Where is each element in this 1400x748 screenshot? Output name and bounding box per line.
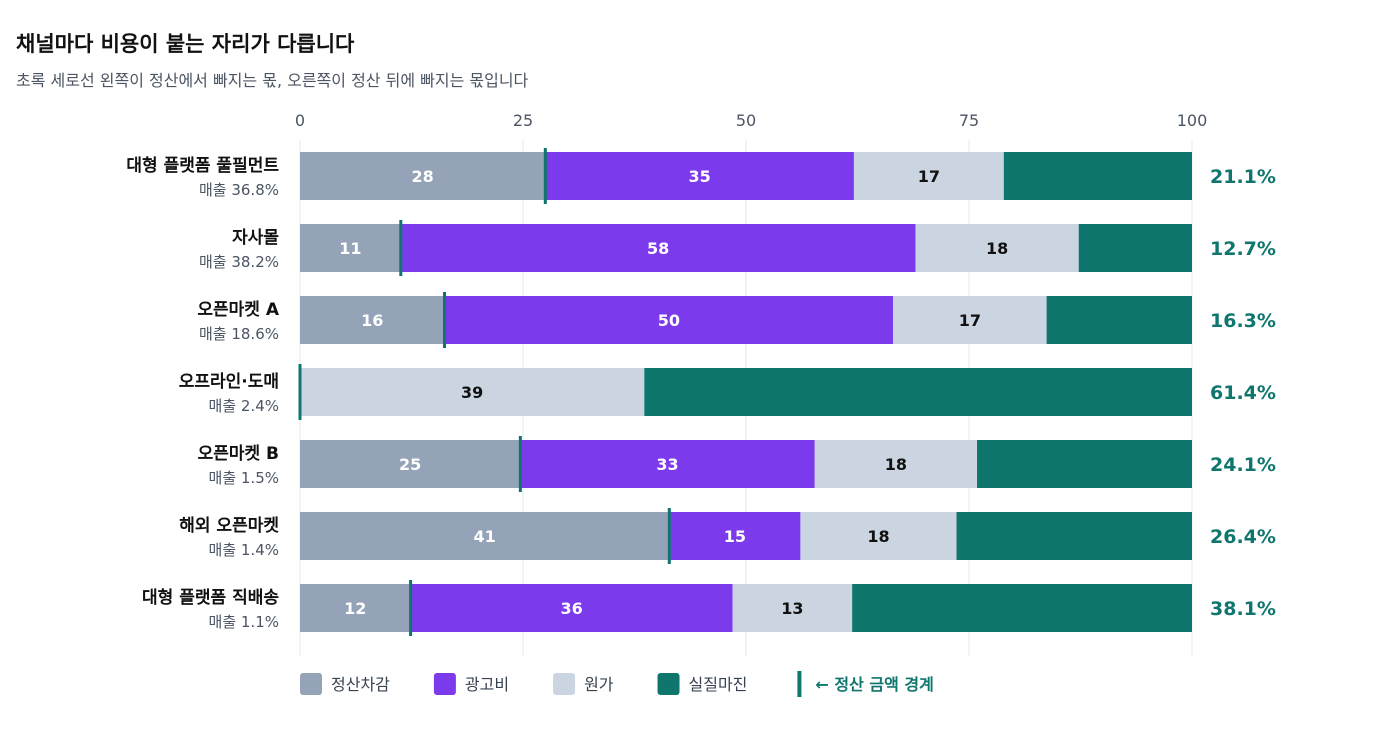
revenue-share-label: 매출 36.8% (199, 181, 279, 199)
segment-value-label: 41 (474, 527, 496, 546)
x-tick-label: 25 (513, 111, 533, 130)
settlement-boundary-marker (409, 580, 413, 636)
category-label: 오픈마켓 A (197, 300, 279, 320)
margin-value-label: 61.4% (1210, 382, 1276, 404)
bar-segment (852, 584, 1192, 632)
legend-label: 광고비 (465, 675, 509, 694)
category-label: 오픈마켓 B (198, 444, 279, 464)
bar-segment (669, 512, 801, 560)
segment-value-label: 17 (959, 311, 981, 330)
bar-segment (814, 440, 978, 488)
legend-label: 원가 (584, 675, 614, 694)
segment-value-label: 35 (688, 167, 710, 186)
settlement-boundary-marker (667, 508, 671, 564)
segment-value-label: 39 (461, 383, 483, 402)
bar-segment (300, 224, 401, 272)
bar-segment (300, 296, 445, 344)
bar-segment (400, 224, 916, 272)
x-tick-label: 50 (736, 111, 756, 130)
margin-value-label: 21.1% (1210, 166, 1276, 188)
bar-segment (1003, 152, 1192, 200)
settlement-boundary-marker (518, 436, 522, 492)
segment-value-label: 25 (399, 455, 421, 474)
bar-segment (520, 440, 815, 488)
bar-segment (893, 296, 1047, 344)
bar-segment (300, 512, 670, 560)
legend-swatch (300, 673, 322, 695)
segment-value-label: 33 (656, 455, 678, 474)
settlement-boundary-marker (443, 292, 447, 348)
category-label: 대형 플랫폼 풀필먼트 (126, 155, 279, 176)
segment-value-label: 18 (885, 455, 907, 474)
revenue-share-label: 매출 1.1% (209, 613, 279, 631)
bar-segment (915, 224, 1079, 272)
category-label: 오프라인·도매 (179, 372, 279, 392)
segment-value-label: 15 (724, 527, 746, 546)
bar-segment (300, 584, 411, 632)
legend-boundary-label: ← 정산 금액 경계 (815, 675, 933, 694)
x-tick-label: 0 (295, 111, 305, 130)
legend-boundary-marker (797, 671, 802, 697)
settlement-boundary-marker (298, 364, 302, 420)
bar-segment (444, 296, 894, 344)
legend-label: 실질마진 (689, 675, 748, 694)
legend-swatch (657, 673, 680, 695)
settlement-boundary-marker (399, 220, 403, 276)
chart-title: 채널마다 비용이 붙는 자리가 다릅니다 (16, 32, 355, 56)
bar-segment (1078, 224, 1192, 272)
bar-segment (545, 152, 854, 200)
x-tick-label: 75 (959, 111, 979, 130)
legend-swatch (433, 673, 456, 695)
revenue-share-label: 매출 18.6% (199, 325, 279, 343)
revenue-share-label: 매출 1.4% (209, 541, 279, 559)
segment-value-label: 58 (647, 239, 669, 258)
legend-label: 정산차감 (331, 675, 390, 694)
margin-value-label: 16.3% (1210, 310, 1276, 332)
segment-value-label: 16 (361, 311, 383, 330)
segment-value-label: 13 (781, 599, 803, 618)
bar-segment (732, 584, 853, 632)
x-tick-label: 100 (1177, 111, 1208, 130)
bar-segment (977, 440, 1192, 488)
segment-value-label: 18 (986, 239, 1008, 258)
bar-segment (410, 584, 733, 632)
segment-value-label: 17 (918, 167, 940, 186)
chart-subtitle: 초록 세로선 왼쪽이 정산에서 빠지는 몫, 오른쪽이 정산 뒤에 빠지는 몫입… (16, 71, 529, 90)
bar-segment (644, 368, 1192, 416)
segment-value-label: 11 (339, 239, 361, 258)
legend-swatch (553, 673, 576, 695)
bar-segment (300, 440, 521, 488)
revenue-share-label: 매출 1.5% (209, 469, 279, 487)
margin-value-label: 24.1% (1210, 454, 1276, 476)
revenue-share-label: 매출 38.2% (199, 253, 279, 271)
revenue-share-label: 매출 2.4% (209, 397, 279, 415)
margin-value-label: 38.1% (1210, 598, 1276, 620)
margin-value-label: 26.4% (1210, 526, 1276, 548)
segment-value-label: 18 (867, 527, 889, 546)
segment-value-label: 12 (344, 599, 366, 618)
bar-segment (956, 512, 1192, 560)
margin-value-label: 12.7% (1210, 238, 1276, 260)
segment-value-label: 28 (412, 167, 434, 186)
bar-segment (300, 368, 645, 416)
category-label: 대형 플랫폼 직배송 (142, 587, 279, 608)
bar-segment (300, 152, 546, 200)
segment-value-label: 50 (658, 311, 680, 330)
bar-segment (1046, 296, 1192, 344)
bar-segment (800, 512, 957, 560)
category-label: 해외 오픈마켓 (179, 516, 279, 536)
bar-segment (853, 152, 1004, 200)
category-label: 자사몰 (232, 228, 279, 248)
segment-value-label: 36 (560, 599, 582, 618)
settlement-boundary-marker (543, 148, 547, 204)
